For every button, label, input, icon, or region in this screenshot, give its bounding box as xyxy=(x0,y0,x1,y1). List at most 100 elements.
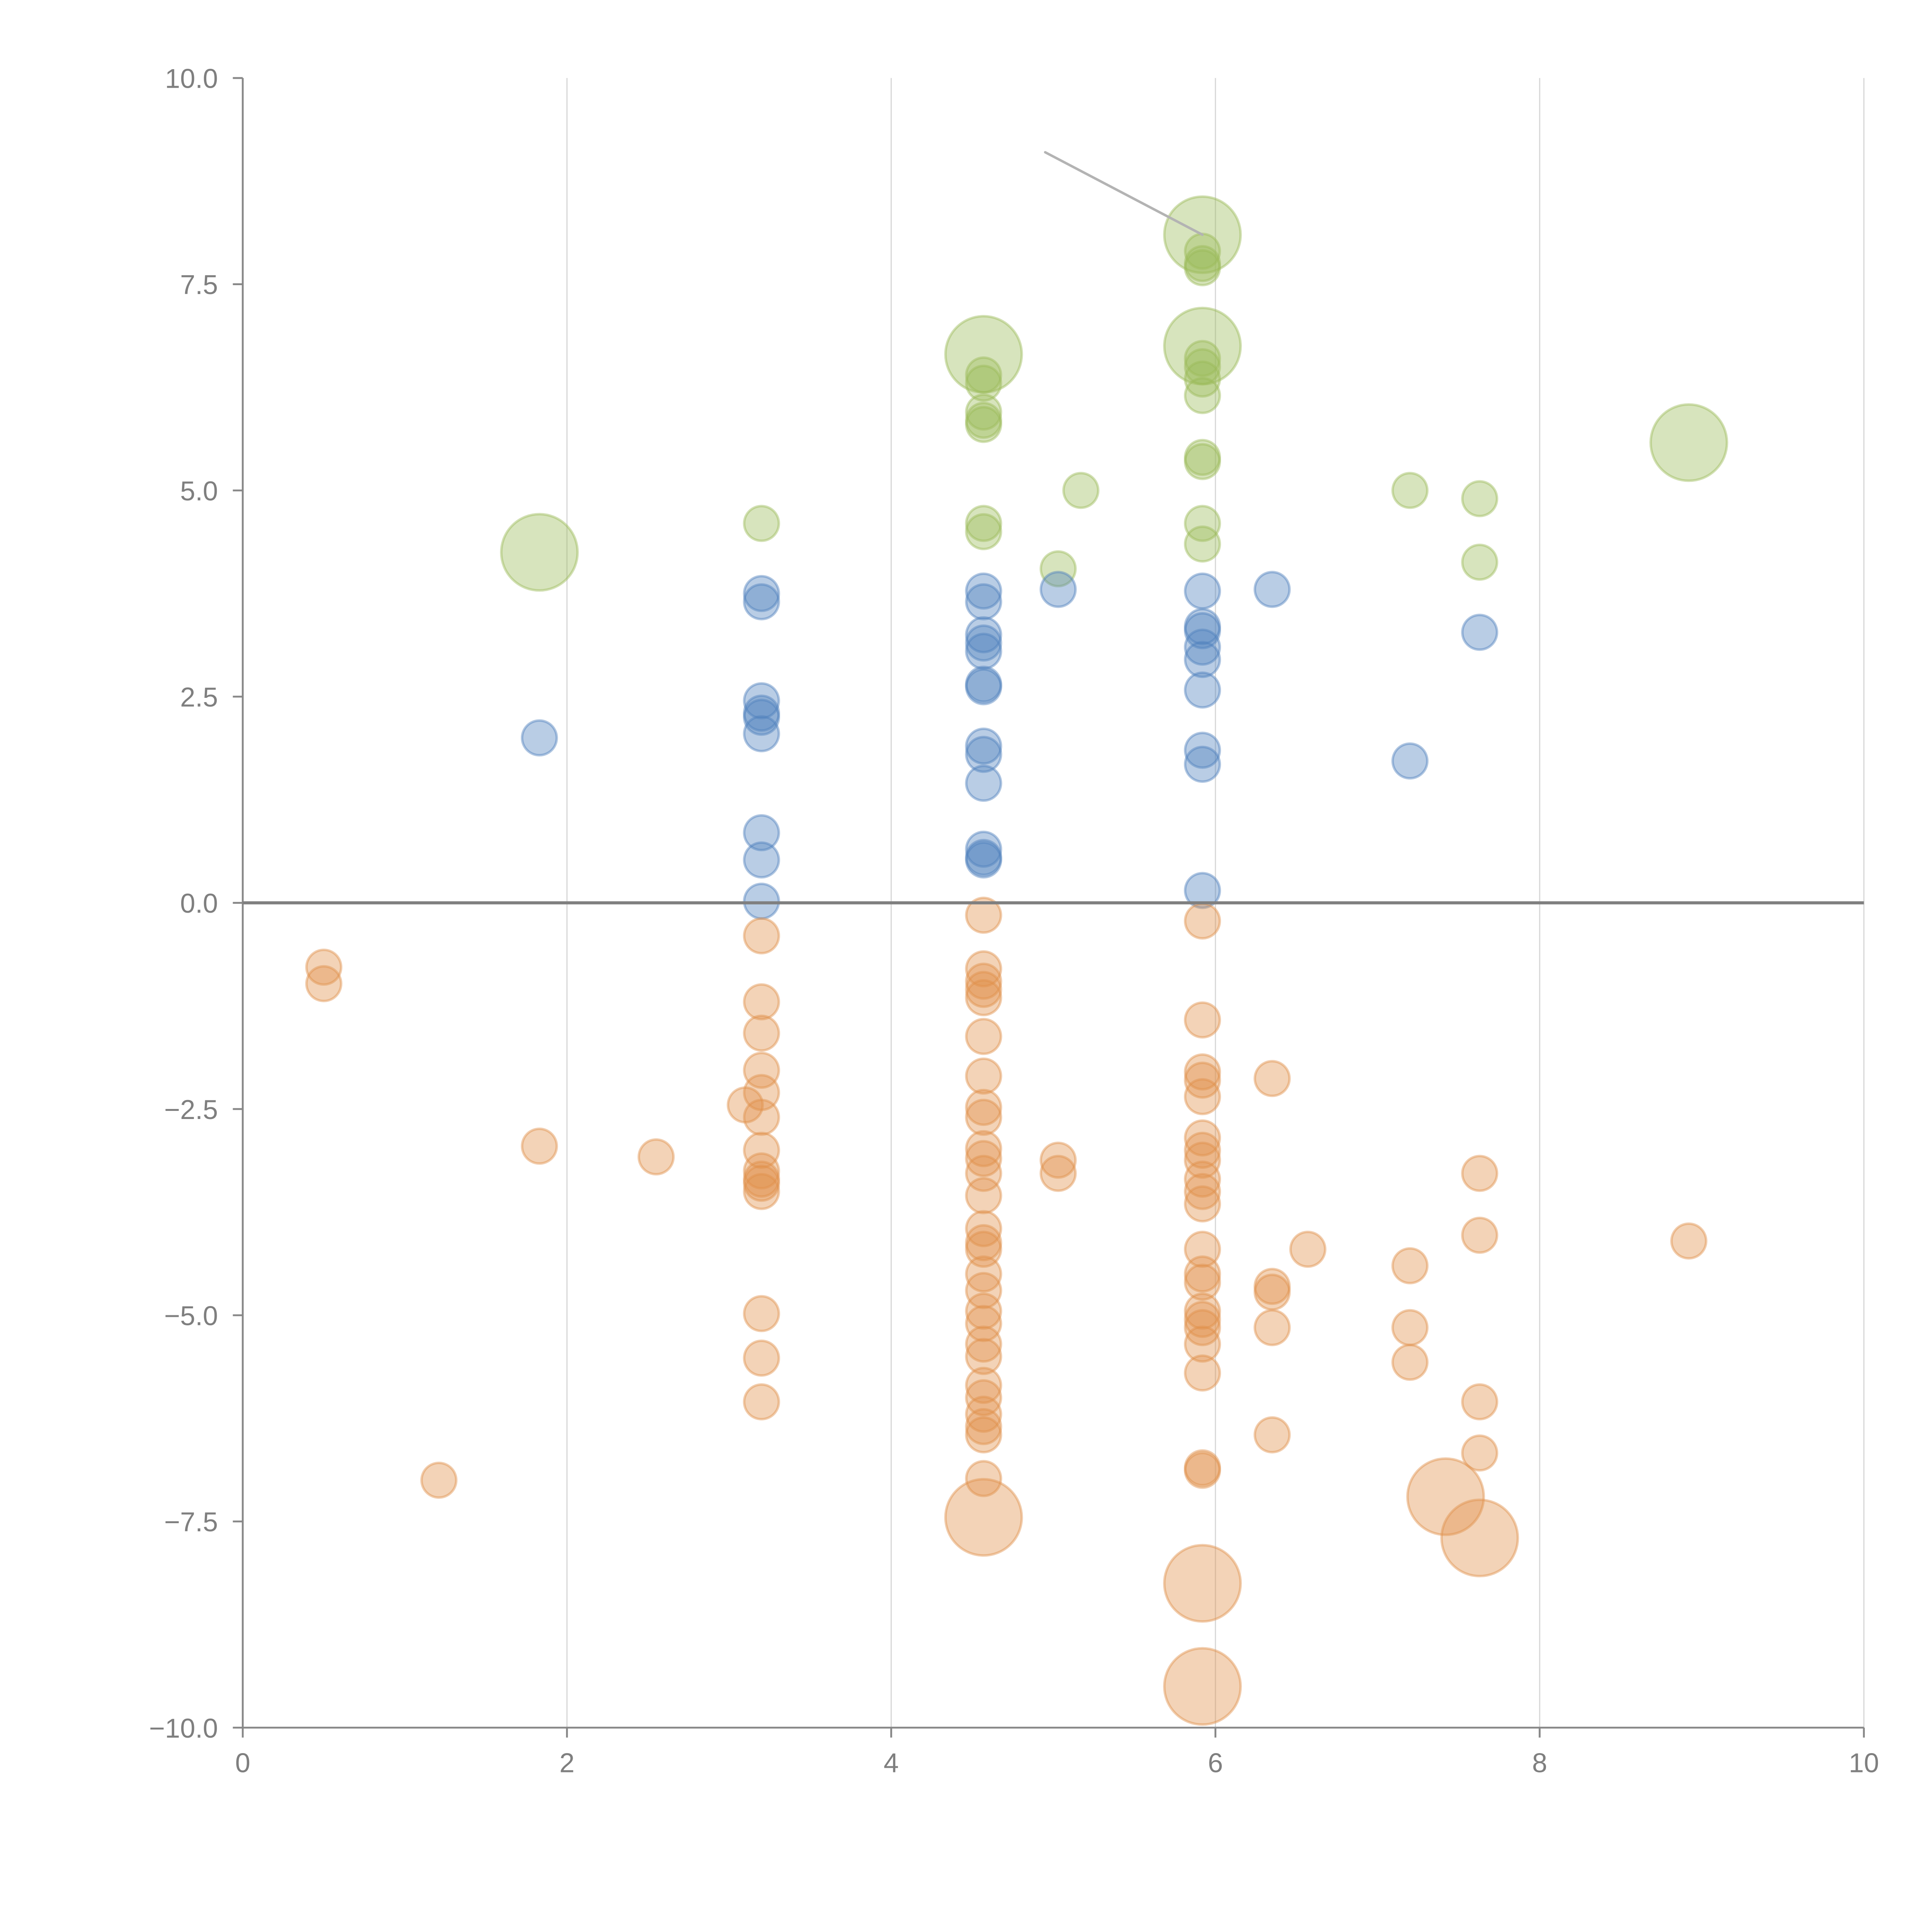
bubble-orange[interactable] xyxy=(743,983,780,1020)
bubble-orange[interactable] xyxy=(637,1138,675,1176)
bubble-orange[interactable] xyxy=(1184,1078,1221,1116)
bubble-orange[interactable] xyxy=(965,1099,1002,1136)
bubble-orange[interactable] xyxy=(743,1173,780,1210)
bubble-orange[interactable] xyxy=(520,1128,558,1165)
bubble-blue[interactable] xyxy=(965,736,1002,773)
bubble-blue[interactable] xyxy=(1184,731,1221,769)
bubble-orange[interactable] xyxy=(1391,1309,1429,1346)
bubble-orange[interactable] xyxy=(965,1224,1002,1262)
bubble-blue[interactable] xyxy=(743,883,780,920)
bubble-blue[interactable] xyxy=(1184,872,1221,909)
bubble-orange[interactable] xyxy=(965,1088,1002,1126)
bubble-orange[interactable] xyxy=(1163,1647,1242,1726)
bubble-blue[interactable] xyxy=(965,764,1002,802)
bubble-blue[interactable] xyxy=(1184,641,1221,678)
bubble-orange[interactable] xyxy=(1184,1160,1221,1198)
bubble-blue[interactable] xyxy=(1184,671,1221,709)
bubble-orange[interactable] xyxy=(965,1325,1002,1363)
bubble-orange[interactable] xyxy=(1440,1498,1519,1578)
bubble-green[interactable] xyxy=(965,356,1002,394)
bubble-orange[interactable] xyxy=(743,1074,780,1111)
bubble-blue[interactable] xyxy=(1184,572,1221,610)
bubble-blue[interactable] xyxy=(1253,571,1291,608)
bubble-orange[interactable] xyxy=(965,896,1002,934)
bubble-orange[interactable] xyxy=(1253,1416,1291,1454)
bubble-orange[interactable] xyxy=(965,1408,1002,1446)
bubble-orange[interactable] xyxy=(305,965,343,1002)
bubble-blue[interactable] xyxy=(1184,612,1221,650)
bubble-green[interactable] xyxy=(944,315,1023,394)
bubble-green[interactable] xyxy=(965,393,1002,431)
bubble-orange[interactable] xyxy=(743,1339,780,1377)
bubble-blue[interactable] xyxy=(965,624,1002,662)
bubble-green[interactable] xyxy=(1184,505,1221,542)
bubble-orange[interactable] xyxy=(1461,1216,1498,1254)
bubble-orange[interactable] xyxy=(965,1155,1002,1192)
bubble-orange[interactable] xyxy=(965,1460,1002,1497)
bubble-orange[interactable] xyxy=(743,1152,780,1190)
bubble-orange[interactable] xyxy=(1184,1449,1221,1486)
bubble-blue[interactable] xyxy=(965,633,1002,670)
bubble-orange[interactable] xyxy=(726,1086,764,1124)
bubble-orange[interactable] xyxy=(1253,1268,1291,1305)
bubble-orange[interactable] xyxy=(965,1230,1002,1268)
bubble-orange[interactable] xyxy=(965,1338,1002,1375)
bubble-blue[interactable] xyxy=(965,583,1002,621)
bubble-orange[interactable] xyxy=(1184,1325,1221,1363)
bubble-orange[interactable] xyxy=(965,1379,1002,1417)
bubble-orange[interactable] xyxy=(1184,1264,1221,1301)
bubble-orange[interactable] xyxy=(305,948,343,986)
bubble-orange[interactable] xyxy=(1184,1131,1221,1169)
bubble-blue[interactable] xyxy=(965,665,1002,703)
bubble-orange[interactable] xyxy=(965,1018,1002,1055)
bubble-blue[interactable] xyxy=(743,841,780,879)
bubble-blue[interactable] xyxy=(965,727,1002,765)
bubble-blue[interactable] xyxy=(1184,608,1221,645)
bubble-orange[interactable] xyxy=(965,950,1002,988)
bubble-orange[interactable] xyxy=(1039,1141,1077,1179)
bubble-orange[interactable] xyxy=(1184,1230,1221,1268)
bubble-orange[interactable] xyxy=(743,917,780,955)
bubble-orange[interactable] xyxy=(743,1160,780,1198)
bubble-orange[interactable] xyxy=(743,1099,780,1136)
bubble-orange[interactable] xyxy=(965,1130,1002,1167)
bubble-blue[interactable] xyxy=(965,830,1002,868)
bubble-orange[interactable] xyxy=(1184,1354,1221,1392)
bubble-blue[interactable] xyxy=(965,616,1002,653)
bubble-orange[interactable] xyxy=(965,1210,1002,1247)
bubble-blue[interactable] xyxy=(743,694,780,732)
bubble-green[interactable] xyxy=(965,364,1002,402)
bubble-green[interactable] xyxy=(1184,340,1221,377)
bubble-orange[interactable] xyxy=(965,979,1002,1017)
bubble-orange[interactable] xyxy=(1289,1230,1327,1268)
bubble-orange[interactable] xyxy=(1184,1255,1221,1293)
bubble-green[interactable] xyxy=(1184,348,1221,386)
bubble-green[interactable] xyxy=(1461,480,1498,517)
bubble-orange[interactable] xyxy=(1406,1457,1485,1536)
bubble-orange[interactable] xyxy=(1253,1309,1291,1346)
bubble-blue[interactable] xyxy=(1039,571,1077,608)
bubble-orange[interactable] xyxy=(965,963,1002,1000)
bubble-orange[interactable] xyxy=(965,1416,1002,1454)
bubble-orange[interactable] xyxy=(1391,1247,1429,1284)
bubble-green[interactable] xyxy=(743,505,780,542)
bubble-orange[interactable] xyxy=(1184,1141,1221,1179)
bubble-green[interactable] xyxy=(1184,525,1221,563)
bubble-orange[interactable] xyxy=(965,971,1002,1008)
bubble-orange[interactable] xyxy=(1184,1001,1221,1039)
bubble-green[interactable] xyxy=(1461,543,1498,581)
bubble-orange[interactable] xyxy=(420,1461,457,1499)
bubble-green[interactable] xyxy=(1649,403,1728,482)
bubble-green[interactable] xyxy=(965,505,1002,542)
bubble-green[interactable] xyxy=(1184,443,1221,480)
bubble-orange[interactable] xyxy=(1461,1383,1498,1421)
bubble-orange[interactable] xyxy=(1670,1222,1708,1260)
bubble-orange[interactable] xyxy=(743,1383,780,1421)
bubble-orange[interactable] xyxy=(965,1177,1002,1214)
bubble-blue[interactable] xyxy=(965,572,1002,610)
bubble-orange[interactable] xyxy=(965,1255,1002,1293)
bubble-blue[interactable] xyxy=(743,682,780,719)
bubble-blue[interactable] xyxy=(1461,614,1498,651)
bubble-orange[interactable] xyxy=(965,1293,1002,1330)
bubble-orange[interactable] xyxy=(1184,1119,1221,1156)
